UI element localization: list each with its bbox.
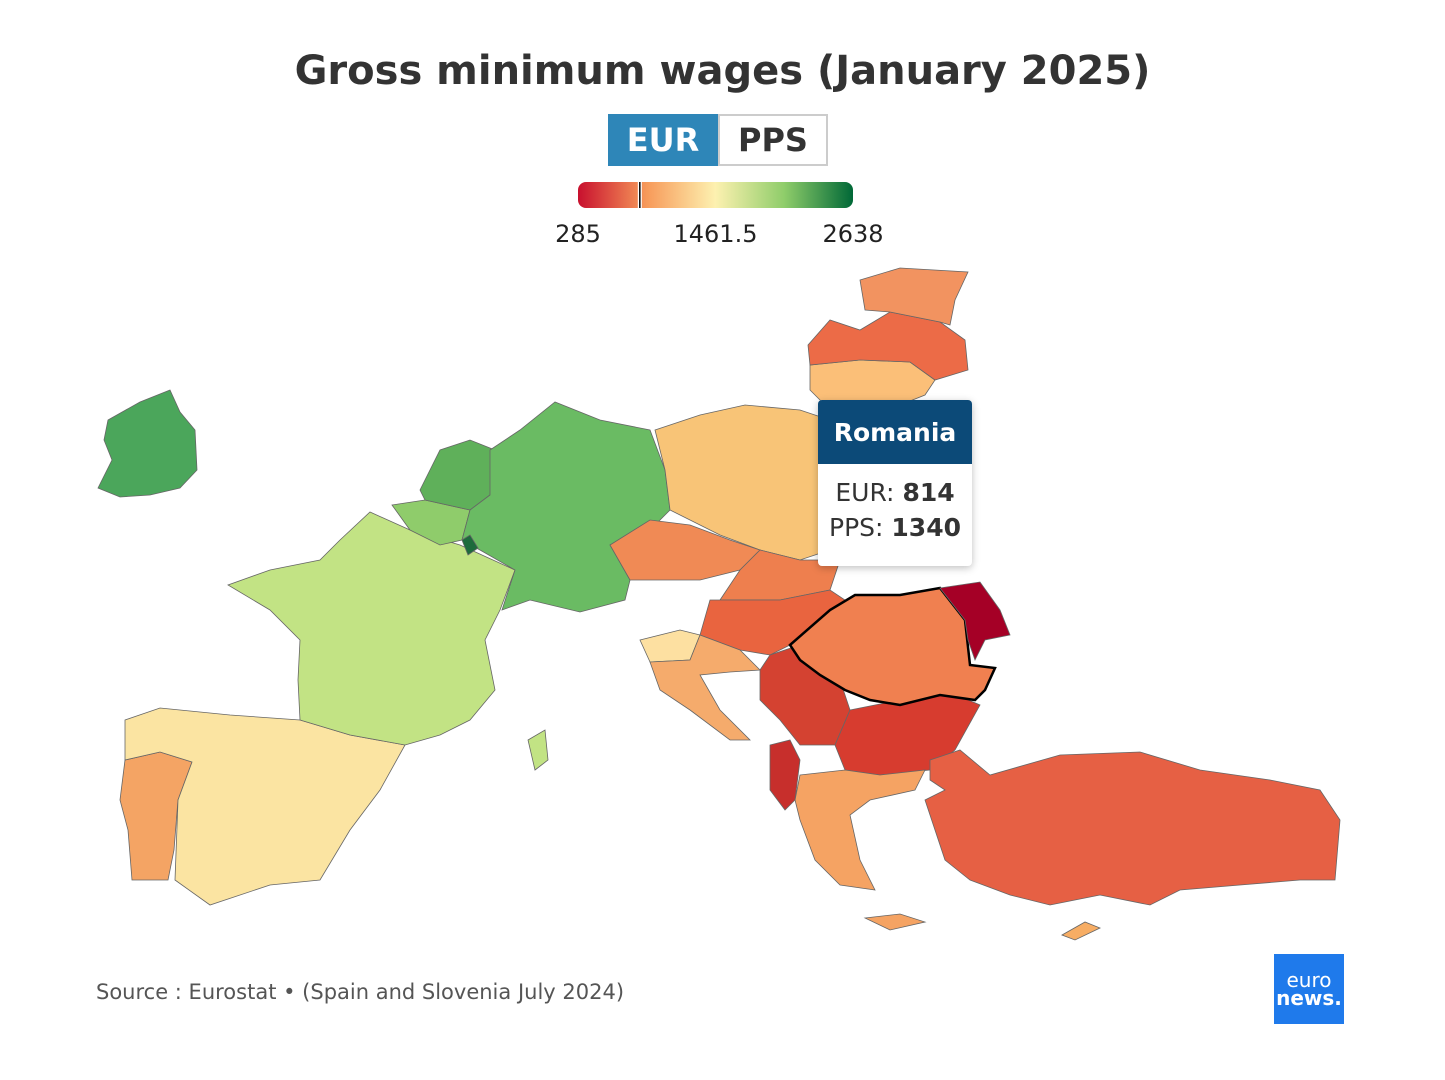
legend: 285 1461.5 2638 [540,178,910,244]
ireland [97,389,198,498]
romania [788,586,997,707]
logo: euro news. [1274,954,1344,1024]
toggle-button[interactable]: PPS [718,114,828,166]
logo-text: euro [1286,968,1332,992]
title: Gross minimum wages (January 2025) [294,48,1151,94]
spain [124,707,406,906]
tooltip-title: Romania [818,400,972,464]
tooltip-value: 1340 [891,513,961,542]
legend-tick-label: 285 [555,220,601,244]
crete [863,913,927,931]
tooltip: Romania EUR: 814 PPS: 1340 [818,400,972,566]
legend-gradient [578,182,853,208]
corsica [527,729,549,771]
logo-text: news. [1276,986,1342,1010]
tooltip-label: PPS: [829,513,884,542]
legend-scale: 285 1461.5 2638 [555,182,884,244]
estonia [859,267,969,326]
tooltip-row: EUR: 814 [818,478,972,507]
latvia [807,311,969,381]
luxembourg [461,534,479,556]
source: Source : Eurostat • (Spain and Slovenia … [96,980,625,1004]
tooltip-value: 814 [902,478,955,507]
tooltip-row: PPS: 1340 [818,513,972,542]
turkey [924,749,1341,906]
moldova [939,581,1011,662]
tooltip-label: EUR: [835,478,895,507]
legend-tick-label: 1461.5 [674,220,758,244]
croatia [649,634,761,741]
greece [794,769,926,891]
cyprus [1061,921,1101,941]
legend-tick-label: 2638 [822,220,883,244]
toggle-button[interactable]: EUR [608,114,718,166]
